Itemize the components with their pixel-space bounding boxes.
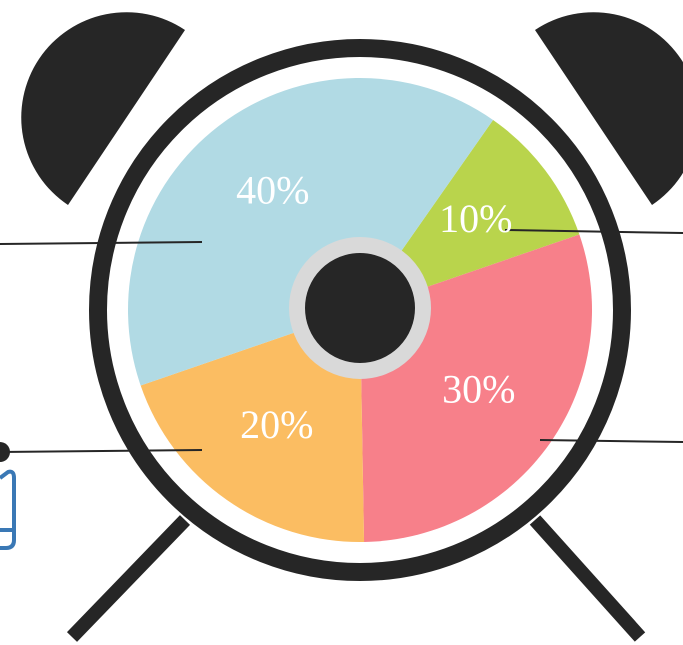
icon (0, 469, 16, 550)
labels: 10% 30% 20% 40% (236, 167, 515, 447)
leader-line (539, 439, 683, 443)
value-label: 30% (442, 366, 515, 411)
dot (0, 442, 10, 462)
pie (128, 78, 592, 542)
pie-slice (128, 78, 494, 386)
leader-line (504, 229, 683, 234)
right-bell (535, 12, 683, 205)
value-label: 10% (439, 196, 512, 241)
pie-slice (360, 119, 580, 310)
clock-hub (289, 237, 431, 379)
left-bell (21, 12, 186, 206)
value-label: 20% (240, 402, 313, 447)
right-leg (529, 515, 646, 642)
value-label: 40% (236, 167, 309, 212)
leader-lines (0, 229, 683, 453)
left-leg (66, 515, 191, 642)
leader-line (0, 449, 203, 453)
pie-slice (140, 310, 365, 542)
leader-line (0, 241, 203, 245)
